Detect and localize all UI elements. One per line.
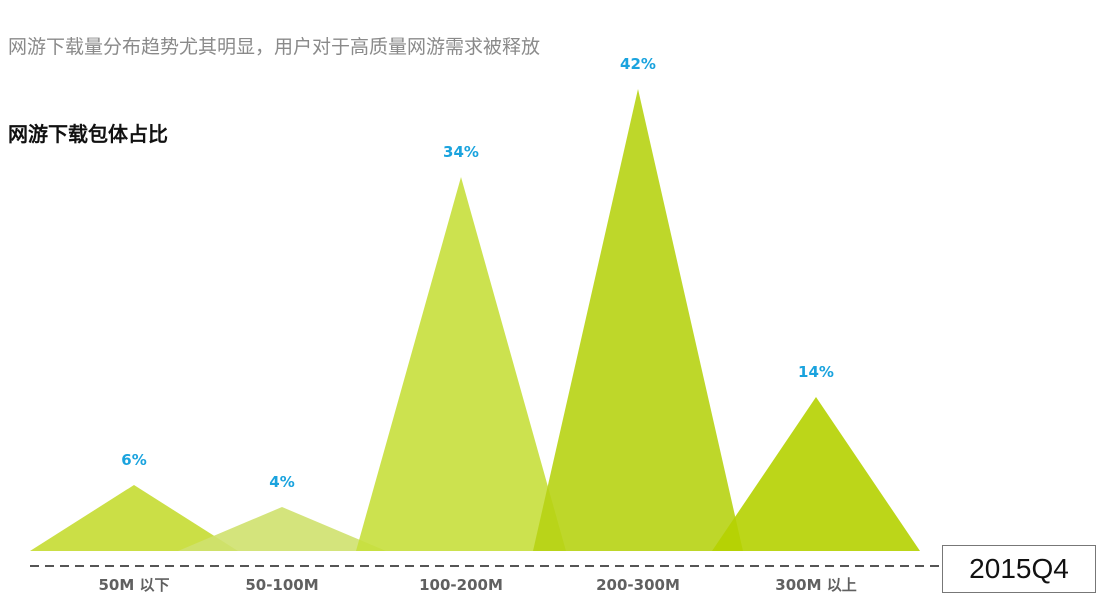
peak-0 bbox=[30, 485, 238, 551]
peak-3 bbox=[533, 89, 743, 551]
value-label-4: 14% bbox=[798, 363, 834, 381]
chart-subtitle: 网游下载量分布趋势尤其明显，用户对于高质量网游需求被释放 bbox=[8, 36, 541, 58]
category-label-1: 50-100M bbox=[245, 576, 318, 594]
category-label-4: 300M 以上 bbox=[775, 576, 856, 594]
peak-1 bbox=[178, 507, 386, 551]
chart-title: 网游下载包体占比 bbox=[8, 122, 168, 146]
period-label: 2015Q4 bbox=[942, 545, 1096, 593]
category-label-3: 200-300M bbox=[596, 576, 680, 594]
value-label-2: 34% bbox=[443, 143, 479, 161]
value-label-0: 6% bbox=[121, 451, 146, 469]
peak-4 bbox=[712, 397, 920, 551]
value-label-3: 42% bbox=[620, 55, 656, 73]
category-label-0: 50M 以下 bbox=[98, 576, 169, 594]
peak-2 bbox=[356, 177, 566, 551]
value-label-1: 4% bbox=[269, 473, 294, 491]
category-label-2: 100-200M bbox=[419, 576, 503, 594]
